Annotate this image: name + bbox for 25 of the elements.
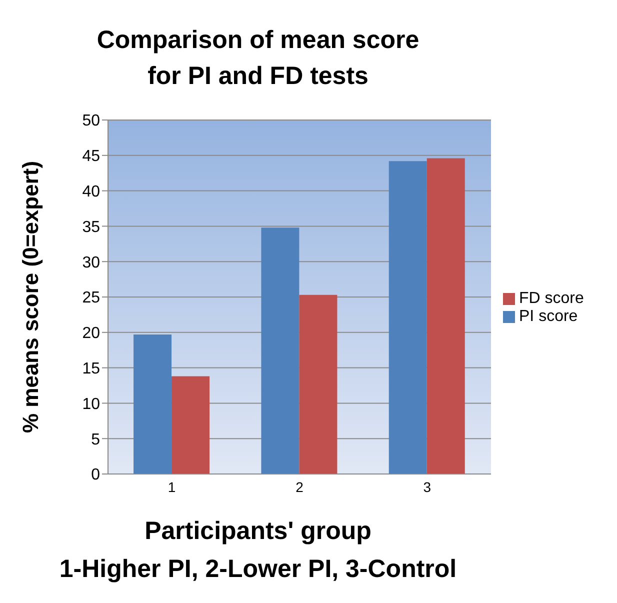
x-tick-label: 2 bbox=[296, 478, 304, 495]
bar bbox=[172, 376, 210, 474]
x-tick-label: 1 bbox=[168, 478, 176, 495]
y-tick-label: 20 bbox=[82, 325, 100, 342]
x-tick-label: 3 bbox=[423, 478, 432, 495]
chart-title: Comparison of mean score for PI and FD tests bbox=[96, 25, 420, 92]
x-axis-title: Participants' group 1-Higher PI, 2-Lower PI, 3-Control bbox=[58, 516, 458, 585]
y-tick-label: 15 bbox=[82, 360, 100, 378]
y-tick-label: 45 bbox=[82, 148, 100, 166]
y-tick-label: 35 bbox=[82, 218, 100, 236]
y-tick-label: 30 bbox=[82, 254, 100, 272]
bar bbox=[426, 158, 465, 474]
y-tick-label: 40 bbox=[82, 183, 100, 200]
legend-label: PI score bbox=[519, 308, 578, 325]
bar bbox=[261, 228, 300, 474]
y-axis-title: % means score (0=expert) bbox=[18, 160, 43, 434]
y-tick-label: 0 bbox=[91, 466, 100, 484]
y-tick-label: 5 bbox=[91, 431, 100, 448]
y-tick-label: 10 bbox=[82, 396, 100, 413]
legend-label: FD score bbox=[519, 290, 584, 307]
y-tick-label: 25 bbox=[82, 290, 100, 307]
bar bbox=[388, 161, 427, 474]
bar bbox=[299, 294, 338, 474]
bar bbox=[134, 334, 172, 474]
y-tick-label: 50 bbox=[82, 112, 100, 130]
